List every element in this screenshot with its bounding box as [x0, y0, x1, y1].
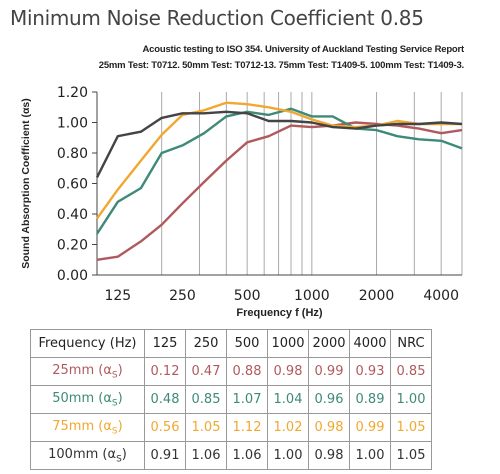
table-cell: 1.05 [390, 413, 432, 442]
y-tick-label: 1.00 [57, 116, 88, 132]
row-label-subscript: S [116, 454, 122, 465]
series-line-25mm [96, 121, 463, 261]
series-line-100mm [95, 110, 463, 178]
x-tick-label: 1000 [294, 288, 330, 304]
table-header-cell: NRC [390, 329, 432, 358]
table-cell: 1.05 [185, 413, 227, 442]
chart-title: Minimum Noise Reduction Coefficient 0.85 [10, 6, 424, 30]
row-label-text: 75mm (α [52, 418, 112, 434]
y-tick-label: 1.20 [57, 85, 88, 101]
row-label: 75mm (αS) [30, 413, 145, 442]
table-cell: 0.99 [349, 413, 391, 442]
y-tick-label: 0.80 [57, 146, 88, 162]
x-tick-label: 4000 [423, 288, 459, 304]
table-row: 25mm (αS) 0.12 0.47 0.88 0.98 0.99 0.93 0.85 [30, 357, 432, 386]
table-cell: 1.02 [267, 413, 309, 442]
row-label: 25mm (αS) [30, 357, 145, 386]
x-tick-label: 2000 [359, 288, 395, 304]
table-header-cell: 500 [226, 329, 268, 358]
y-tick-label: 0.20 [57, 238, 88, 254]
table-cell: 1.07 [226, 385, 268, 414]
table-header-cell: 125 [144, 329, 186, 358]
table-cell: 1.06 [226, 441, 268, 470]
table-cell: 1.04 [267, 385, 309, 414]
table-row: 100mm (αS) 0.91 1.06 1.06 1.00 0.98 1.00 1.05 [30, 441, 432, 470]
y-tick-label: 0.40 [57, 207, 88, 223]
table-header-cell: 250 [185, 329, 227, 358]
table-header-cell: 2000 [308, 329, 350, 358]
row-label-text: 25mm (α [52, 362, 112, 378]
row-label-close: ) [117, 390, 123, 406]
table-row: 50mm (αS) 0.48 0.85 1.07 1.04 0.96 0.89 1.00 [30, 385, 432, 414]
table-cell: 0.56 [144, 413, 186, 442]
table-cell: 1.00 [267, 441, 309, 470]
table-cell: 0.88 [226, 357, 268, 386]
row-label: 50mm (αS) [30, 385, 145, 414]
row-label-subscript: S [111, 426, 118, 437]
row-label-close: ) [121, 446, 127, 462]
table-row: 75mm (αS) 0.56 1.05 1.12 1.02 0.98 0.99 1.05 [30, 413, 432, 442]
series-line-50mm [95, 107, 463, 235]
row-label-subscript: S [111, 370, 118, 381]
table-cell: 1.00 [349, 441, 391, 470]
x-tick-label: 125 [104, 288, 131, 304]
table-cell: 0.12 [144, 357, 186, 386]
row-label-close: ) [117, 418, 123, 434]
x-axis-label: Frequency f (Hz) [236, 307, 323, 319]
y-axis-label: Sound Absorption Coefficient (αs) [20, 98, 32, 269]
x-tick-label: 500 [234, 288, 261, 304]
absorption-chart: 0.00 0.20 0.40 0.60 0.80 1.00 1.20 125 250 500 100… [20, 85, 463, 319]
table-cell: 0.99 [308, 357, 350, 386]
table-cell: 0.93 [349, 357, 391, 386]
absorption-table: Frequency (Hz) 125 250 500 1000 2000 4000 NRC 25… [30, 329, 432, 470]
source-note-line-1: Acoustic testing to ISO 354. University … [142, 44, 465, 55]
row-label-text: 50mm (α [52, 390, 112, 406]
table-cell: 0.98 [308, 441, 350, 470]
table-cell: 0.89 [349, 385, 391, 414]
table-cell: 0.85 [390, 357, 432, 386]
table-cell: 0.98 [267, 357, 309, 386]
table-cell: 1.05 [390, 441, 432, 470]
table-header-row: Frequency (Hz) 125 250 500 1000 2000 4000 NRC [30, 329, 432, 358]
x-tick-label: 250 [169, 288, 196, 304]
table-cell: 0.47 [185, 357, 227, 386]
row-label-close: ) [117, 362, 123, 378]
y-tick-label: 0.60 [57, 177, 88, 193]
table-cell: 0.98 [308, 413, 350, 442]
table-cell: 0.91 [144, 441, 186, 470]
row-label-subscript: S [111, 398, 118, 409]
y-tick-label: 0.00 [57, 268, 88, 284]
table-cell: 1.12 [226, 413, 268, 442]
table-header-cell: 1000 [267, 329, 309, 358]
row-label: 100mm (αS) [30, 441, 145, 470]
table-cell: 1.06 [185, 441, 227, 470]
row-label-text: 100mm (α [48, 446, 117, 462]
table-cell: 0.48 [144, 385, 186, 414]
table-header-cell: 4000 [349, 329, 391, 358]
table-cell: 0.85 [185, 385, 227, 414]
table-cell: 1.00 [390, 385, 432, 414]
table-cell: 0.96 [308, 385, 350, 414]
table-header-cell: Frequency (Hz) [30, 329, 145, 358]
source-note-line-2: 25mm Test: T0712. 50mm Test: T0712-13. 7… [98, 60, 464, 71]
series-line-75mm [96, 101, 462, 220]
